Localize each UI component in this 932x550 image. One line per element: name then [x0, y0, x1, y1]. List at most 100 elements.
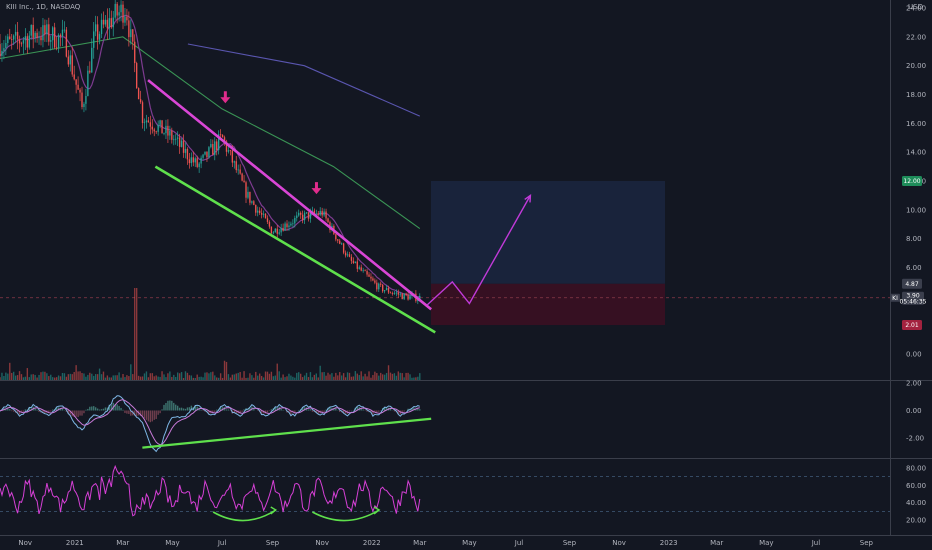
candle[interactable]: [34, 32, 36, 38]
channel-upper-line[interactable]: [147, 79, 432, 311]
candle[interactable]: [241, 173, 243, 181]
candle[interactable]: [335, 234, 337, 240]
candle[interactable]: [255, 204, 257, 213]
candle[interactable]: [235, 161, 237, 171]
candle[interactable]: [196, 158, 198, 167]
candle[interactable]: [401, 293, 403, 300]
candle[interactable]: [319, 210, 321, 215]
candle[interactable]: [67, 56, 70, 65]
candle[interactable]: [342, 243, 345, 253]
candle[interactable]: [385, 288, 388, 291]
candle[interactable]: [50, 40, 52, 42]
candle[interactable]: [233, 161, 235, 163]
candle[interactable]: [40, 37, 42, 41]
candle[interactable]: [175, 138, 177, 140]
candle[interactable]: [274, 228, 276, 233]
symbol-badge[interactable]: [890, 293, 900, 302]
candle[interactable]: [374, 280, 376, 283]
candle[interactable]: [112, 17, 114, 28]
candle[interactable]: [364, 270, 366, 272]
candle[interactable]: [108, 18, 111, 29]
candle[interactable]: [284, 223, 286, 231]
last-price-badge[interactable]: [902, 291, 924, 305]
candle[interactable]: [0, 44, 1, 56]
sell-arrow-icon[interactable]: [311, 182, 322, 195]
candle[interactable]: [229, 150, 232, 152]
candle[interactable]: [397, 292, 399, 295]
candle[interactable]: [32, 24, 34, 38]
candle[interactable]: [270, 226, 273, 234]
candle[interactable]: [134, 41, 136, 64]
candle[interactable]: [212, 144, 214, 155]
candle[interactable]: [366, 271, 368, 275]
candle[interactable]: [65, 29, 68, 57]
candle[interactable]: [61, 29, 64, 37]
candle[interactable]: [190, 157, 193, 164]
candle[interactable]: [376, 282, 378, 290]
candle[interactable]: [20, 43, 23, 45]
candle[interactable]: [116, 3, 118, 16]
candle[interactable]: [393, 292, 396, 294]
candle[interactable]: [395, 292, 398, 294]
candle[interactable]: [22, 40, 25, 44]
candle[interactable]: [188, 159, 191, 164]
candle[interactable]: [73, 74, 75, 80]
candle[interactable]: [382, 284, 384, 292]
candle[interactable]: [237, 169, 239, 171]
candle[interactable]: [12, 35, 15, 40]
candle[interactable]: [149, 122, 152, 127]
candle[interactable]: [110, 18, 112, 28]
candle[interactable]: [44, 25, 46, 35]
candle[interactable]: [184, 148, 187, 153]
candle[interactable]: [251, 201, 253, 203]
candle[interactable]: [85, 96, 87, 104]
candle[interactable]: [210, 144, 212, 148]
candle[interactable]: [153, 129, 155, 132]
candle[interactable]: [292, 223, 294, 225]
candle[interactable]: [163, 133, 165, 134]
candle[interactable]: [301, 214, 304, 221]
candle[interactable]: [180, 140, 183, 147]
candle[interactable]: [9, 36, 11, 40]
candle[interactable]: [38, 37, 40, 39]
candle[interactable]: [42, 25, 44, 41]
candle[interactable]: [124, 16, 126, 23]
candle[interactable]: [348, 254, 351, 257]
candle[interactable]: [407, 295, 409, 300]
candle[interactable]: [143, 122, 146, 124]
candle[interactable]: [169, 130, 171, 136]
candle[interactable]: [75, 79, 77, 85]
candle[interactable]: [167, 125, 169, 136]
candle[interactable]: [151, 126, 153, 130]
candle[interactable]: [276, 228, 278, 234]
candle[interactable]: [296, 215, 298, 218]
candle[interactable]: [231, 150, 234, 163]
candle[interactable]: [380, 283, 382, 285]
candle[interactable]: [217, 134, 220, 151]
candle[interactable]: [350, 256, 353, 261]
candle[interactable]: [280, 227, 282, 233]
candle[interactable]: [53, 27, 56, 48]
candle[interactable]: [100, 19, 103, 35]
candle[interactable]: [223, 137, 226, 142]
candle[interactable]: [358, 267, 360, 269]
candle[interactable]: [372, 278, 374, 281]
price-axis-area[interactable]: [890, 0, 932, 535]
candle[interactable]: [383, 290, 386, 292]
candle[interactable]: [225, 141, 228, 152]
candle[interactable]: [360, 267, 362, 271]
candle[interactable]: [7, 36, 9, 44]
candle[interactable]: [176, 137, 179, 139]
candle[interactable]: [321, 210, 323, 216]
candle[interactable]: [346, 254, 349, 256]
candle[interactable]: [208, 147, 210, 158]
candle[interactable]: [155, 131, 157, 133]
candle[interactable]: [337, 239, 339, 241]
candle[interactable]: [159, 120, 161, 125]
candle[interactable]: [352, 260, 355, 264]
candle[interactable]: [122, 4, 124, 23]
candle[interactable]: [264, 213, 267, 219]
candle[interactable]: [286, 223, 288, 228]
candle[interactable]: [313, 210, 316, 214]
